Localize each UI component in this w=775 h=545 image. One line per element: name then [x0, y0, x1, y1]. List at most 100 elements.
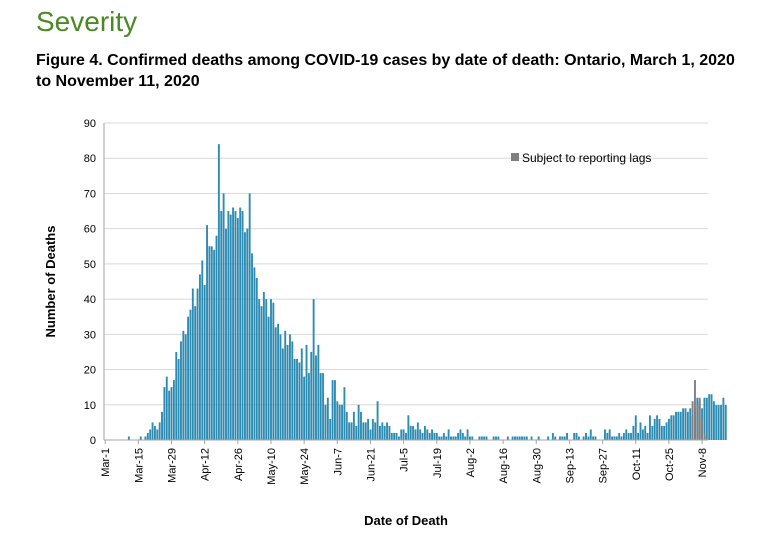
bar — [445, 436, 448, 440]
bar-lagged — [698, 397, 701, 440]
bar — [317, 344, 320, 440]
bar — [286, 344, 289, 440]
bar — [362, 422, 365, 440]
bar-lagged — [691, 401, 694, 440]
bar — [712, 401, 715, 440]
bar — [637, 432, 640, 440]
bar — [582, 436, 585, 440]
y-tick-label: 30 — [84, 329, 96, 341]
bar — [649, 415, 651, 440]
bar — [592, 436, 595, 440]
x-tick-label: Jun-21 — [366, 448, 378, 482]
bar — [677, 411, 680, 440]
bar — [331, 380, 334, 440]
x-tick-label: Jul-19 — [432, 448, 444, 478]
x-tick-label: Apr-12 — [200, 448, 212, 481]
bar — [497, 436, 500, 440]
bar — [307, 373, 310, 440]
bar — [563, 436, 566, 440]
x-tick-label: Aug-2 — [465, 448, 477, 477]
bar — [615, 436, 618, 440]
x-tick-label: Oct-25 — [664, 448, 676, 481]
bar — [608, 429, 611, 440]
bar — [357, 404, 360, 440]
bar — [514, 436, 516, 440]
bar — [333, 380, 336, 440]
bar — [483, 436, 486, 440]
bar — [656, 415, 659, 440]
bar — [341, 404, 343, 440]
bar — [431, 429, 433, 440]
bar — [165, 376, 168, 440]
bar — [163, 387, 166, 440]
bar — [296, 358, 298, 440]
bar — [684, 408, 687, 440]
bar — [518, 436, 521, 440]
bar — [329, 418, 332, 440]
bar — [265, 299, 268, 440]
bar — [127, 436, 130, 440]
bar — [450, 436, 452, 440]
bar — [161, 411, 163, 440]
bar — [206, 225, 208, 440]
bar — [189, 309, 192, 440]
bar — [343, 387, 346, 440]
legend-label: Subject to reporting lags — [522, 151, 651, 165]
bar — [585, 432, 587, 440]
bar — [293, 358, 296, 440]
bar — [682, 408, 685, 440]
bar — [611, 436, 614, 440]
bar — [402, 429, 405, 440]
bar — [606, 432, 609, 440]
bar — [573, 432, 576, 440]
bar — [336, 401, 339, 440]
bar — [421, 432, 424, 440]
bar — [604, 429, 606, 440]
x-tick-label: Aug-16 — [498, 448, 510, 483]
bar — [618, 432, 621, 440]
bar — [414, 429, 417, 440]
y-tick-label: 0 — [90, 435, 96, 447]
bar — [225, 228, 227, 440]
bar — [717, 404, 720, 440]
x-tick-label: Mar-1 — [100, 448, 112, 477]
bar — [322, 373, 325, 440]
x-tick-label: May-24 — [299, 448, 311, 485]
bar-lagged — [696, 404, 699, 440]
x-tick-label: Nov-8 — [697, 448, 709, 477]
x-tick-label: Sep-13 — [564, 448, 576, 483]
bar — [379, 425, 381, 440]
bar — [248, 193, 251, 440]
bar — [345, 411, 348, 440]
bar-lagged — [701, 418, 704, 440]
bar — [312, 299, 315, 440]
x-tick-label: Mar-15 — [133, 448, 145, 483]
bar — [547, 436, 550, 440]
y-tick-label: 60 — [84, 224, 96, 236]
bar — [153, 425, 156, 440]
x-tick-label: May-10 — [266, 448, 278, 485]
axes: 0 10 20 30 40 50 60 70 80 90 Mar-1 Mar-15 Mar-29 Apr-… — [84, 118, 709, 485]
bar — [194, 306, 197, 440]
bar — [397, 436, 400, 440]
bar — [710, 394, 713, 440]
bar — [355, 425, 358, 440]
bar — [177, 358, 180, 440]
bar — [720, 404, 722, 440]
bar — [478, 436, 481, 440]
bar — [589, 429, 592, 440]
bar — [303, 376, 306, 440]
bar — [191, 288, 194, 440]
legend-swatch — [511, 153, 519, 161]
bar — [407, 415, 410, 440]
bar — [466, 429, 469, 440]
bar — [442, 432, 445, 440]
bar — [554, 436, 557, 440]
bar — [348, 422, 351, 440]
bar — [530, 436, 533, 440]
bar — [452, 436, 455, 440]
bar — [672, 415, 675, 440]
bar — [172, 380, 175, 440]
bar — [175, 351, 178, 440]
